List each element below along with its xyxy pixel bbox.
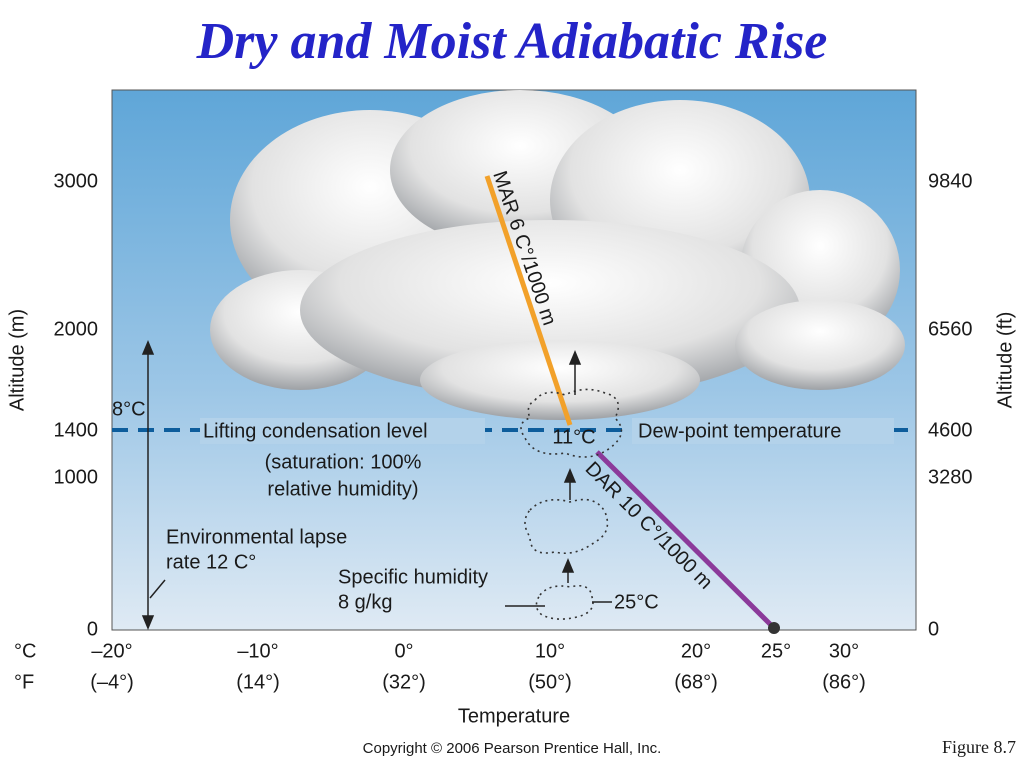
annotation: rate 12 C° [166, 551, 256, 573]
annotation: Lifting condensation level [203, 420, 428, 442]
start-dot [768, 622, 780, 634]
title: Dry and Moist Adiabatic Rise [196, 13, 828, 70]
annotation: Environmental lapse [166, 526, 347, 548]
y2-axis-label: Altitude (ft) [994, 312, 1016, 409]
x-tick-label: 20° [681, 640, 711, 662]
x-tick-label: 10° [535, 640, 565, 662]
x-tick-label-f: (–4°) [90, 671, 134, 693]
unit-c: °C [14, 640, 36, 662]
figure-number: Figure 8.7 [942, 737, 1016, 757]
y2-tick-label: 9840 [928, 170, 973, 192]
unit-f: °F [14, 671, 34, 693]
x-tick-label-f: (50°) [528, 671, 572, 693]
x-tick-label: 0° [394, 640, 413, 662]
y-tick-label: 0 [87, 618, 98, 640]
x-tick-label: –10° [237, 640, 278, 662]
y-tick-label: 3000 [54, 170, 99, 192]
mar-line [484, 175, 573, 426]
x-tick-label: 30° [829, 640, 859, 662]
y-axis-label: Altitude (m) [6, 309, 28, 411]
y2-tick-label: 0 [928, 618, 939, 640]
parcels [520, 388, 623, 620]
y2-tick-label: 4600 [928, 419, 973, 441]
annotation: Dew-point temperature [638, 420, 841, 442]
y-tick-label: 1400 [54, 419, 99, 441]
x-tick-label-f: (68°) [674, 671, 718, 693]
annotation: 11°C [552, 426, 595, 448]
y2-tick-label: 6560 [928, 318, 973, 340]
annotation: 8°C [112, 398, 146, 420]
annotation: Specific humidity [338, 566, 488, 588]
x-tick-label: –20° [91, 640, 132, 662]
y2-tick-label: 3280 [928, 466, 973, 488]
cloud [210, 90, 905, 420]
y-tick-label: 2000 [54, 318, 99, 340]
x-tick-label-f: (14°) [236, 671, 280, 693]
x-axis-label: Temperature [458, 705, 570, 727]
label-bg [632, 418, 894, 444]
annotation: 8 g/kg [338, 591, 392, 613]
annotation: relative humidity) [267, 478, 418, 500]
dar-line [595, 450, 776, 630]
x-tick-label-f: (32°) [382, 671, 426, 693]
y-tick-label: 1000 [54, 466, 99, 488]
x-tick-label: 25° [761, 640, 791, 662]
annotation: 25°C [614, 591, 659, 613]
label-bg [200, 418, 485, 444]
x-tick-label-f: (86°) [822, 671, 866, 693]
copyright: Copyright © 2006 Pearson Prentice Hall, … [363, 740, 662, 757]
annotation: (saturation: 100% [265, 451, 422, 473]
arrows [141, 340, 612, 630]
